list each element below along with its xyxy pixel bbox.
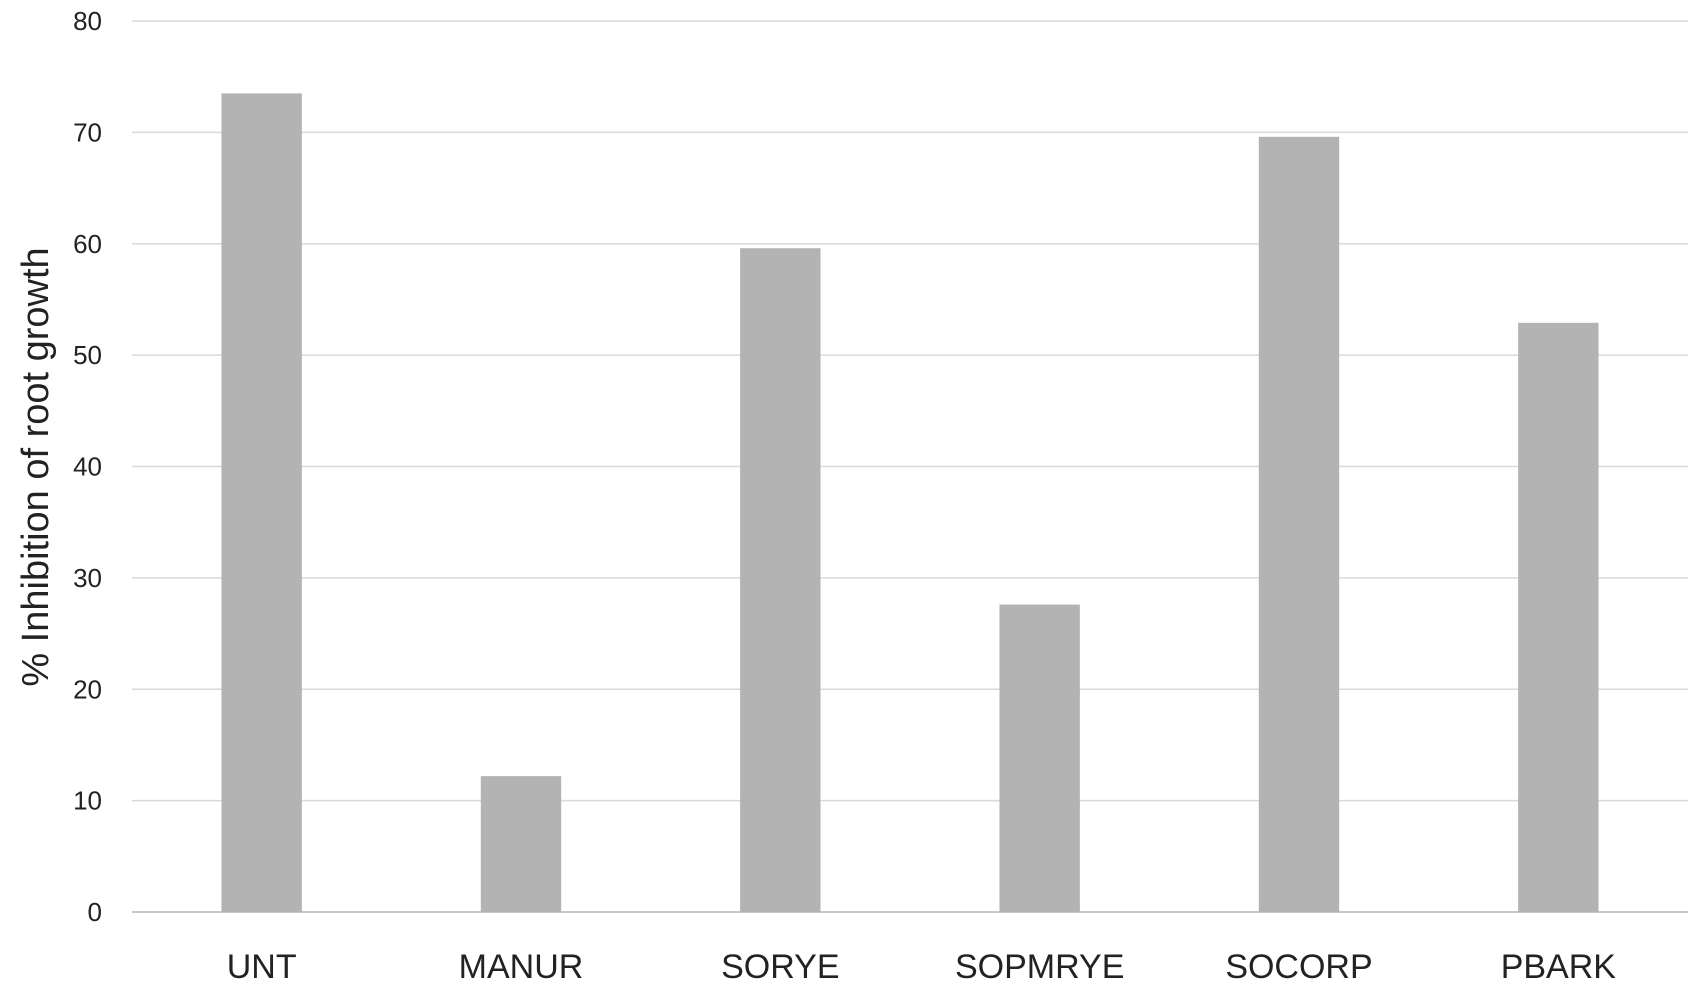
y-tick-label: 70 bbox=[73, 117, 102, 147]
y-tick-labels: 0 10 20 30 40 50 60 70 80 bbox=[73, 6, 102, 927]
x-tick-labels: UNT MANUR SORYE SOPMRYE SOCORP PBARK bbox=[227, 948, 1617, 986]
y-tick-label: 50 bbox=[73, 340, 102, 370]
y-axis-label: % Inhibition of root growth bbox=[15, 247, 57, 686]
bar-unt bbox=[221, 93, 302, 913]
y-tick-label: 0 bbox=[88, 897, 102, 927]
y-tick-label: 80 bbox=[73, 6, 102, 36]
bar-sopmrye bbox=[999, 604, 1080, 912]
x-tick-label-sorye: SORYE bbox=[721, 948, 839, 986]
y-tick-label: 20 bbox=[73, 674, 102, 704]
x-tick-label-manur: MANUR bbox=[459, 948, 584, 986]
bar-pbark bbox=[1518, 322, 1599, 912]
y-tick-label: 60 bbox=[73, 229, 102, 259]
x-tick-label-pbark: PBARK bbox=[1501, 948, 1617, 986]
bar-sorye bbox=[740, 248, 821, 912]
bar-manur bbox=[480, 776, 562, 912]
x-tick-label-sopmrye: SOPMRYE bbox=[955, 948, 1124, 986]
y-tick-label: 40 bbox=[73, 452, 102, 482]
y-tick-label: 30 bbox=[73, 563, 102, 593]
bars bbox=[221, 93, 1599, 913]
gridlines bbox=[132, 20, 1688, 913]
bar-socorp bbox=[1258, 136, 1340, 912]
y-tick-label: 10 bbox=[73, 786, 102, 816]
x-tick-label-unt: UNT bbox=[227, 948, 297, 986]
x-tick-label-socorp: SOCORP bbox=[1225, 948, 1372, 986]
